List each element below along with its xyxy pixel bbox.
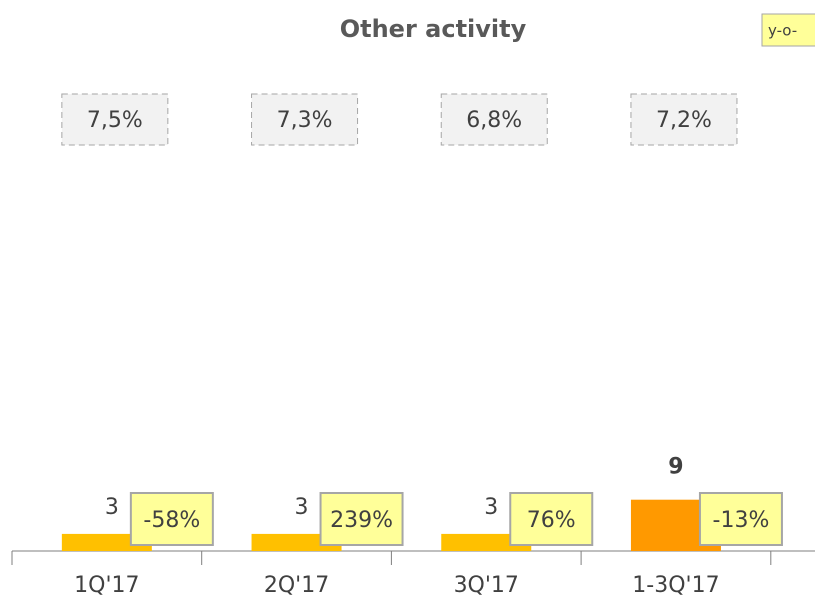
legend-label: y-o-: [768, 22, 797, 40]
share-label: 7,5%: [87, 108, 143, 133]
share-label: 7,2%: [656, 108, 712, 133]
legend-box: [761, 13, 815, 47]
share-box: [61, 93, 169, 146]
yoy-label: -13%: [713, 508, 770, 533]
data-label: 9: [668, 455, 683, 480]
yoy-box: [129, 492, 214, 546]
chart-title: Other activity: [340, 15, 527, 43]
x-tick-label: 1Q'17: [74, 573, 139, 598]
share-box: [630, 93, 738, 146]
bar: [61, 533, 152, 551]
x-tick-label: 1-3Q'17: [632, 573, 719, 598]
yoy-label: -58%: [143, 508, 200, 533]
data-label: 3: [105, 495, 119, 520]
data-label: 3: [295, 495, 309, 520]
share-box: [251, 93, 359, 146]
share-box: [440, 93, 548, 146]
data-label: 3: [484, 495, 498, 520]
bar: [251, 533, 342, 551]
share-label: 7,3%: [277, 108, 333, 133]
yoy-box: [509, 492, 594, 546]
x-tick-label: 3Q'17: [454, 573, 519, 598]
share-label: 6,8%: [466, 108, 522, 133]
yoy-label: 76%: [527, 508, 576, 533]
bar: [441, 533, 532, 551]
x-tick-label: 2Q'17: [264, 573, 329, 598]
yoy-box: [319, 492, 404, 546]
yoy-label: 239%: [330, 508, 393, 533]
yoy-box: [698, 492, 783, 546]
